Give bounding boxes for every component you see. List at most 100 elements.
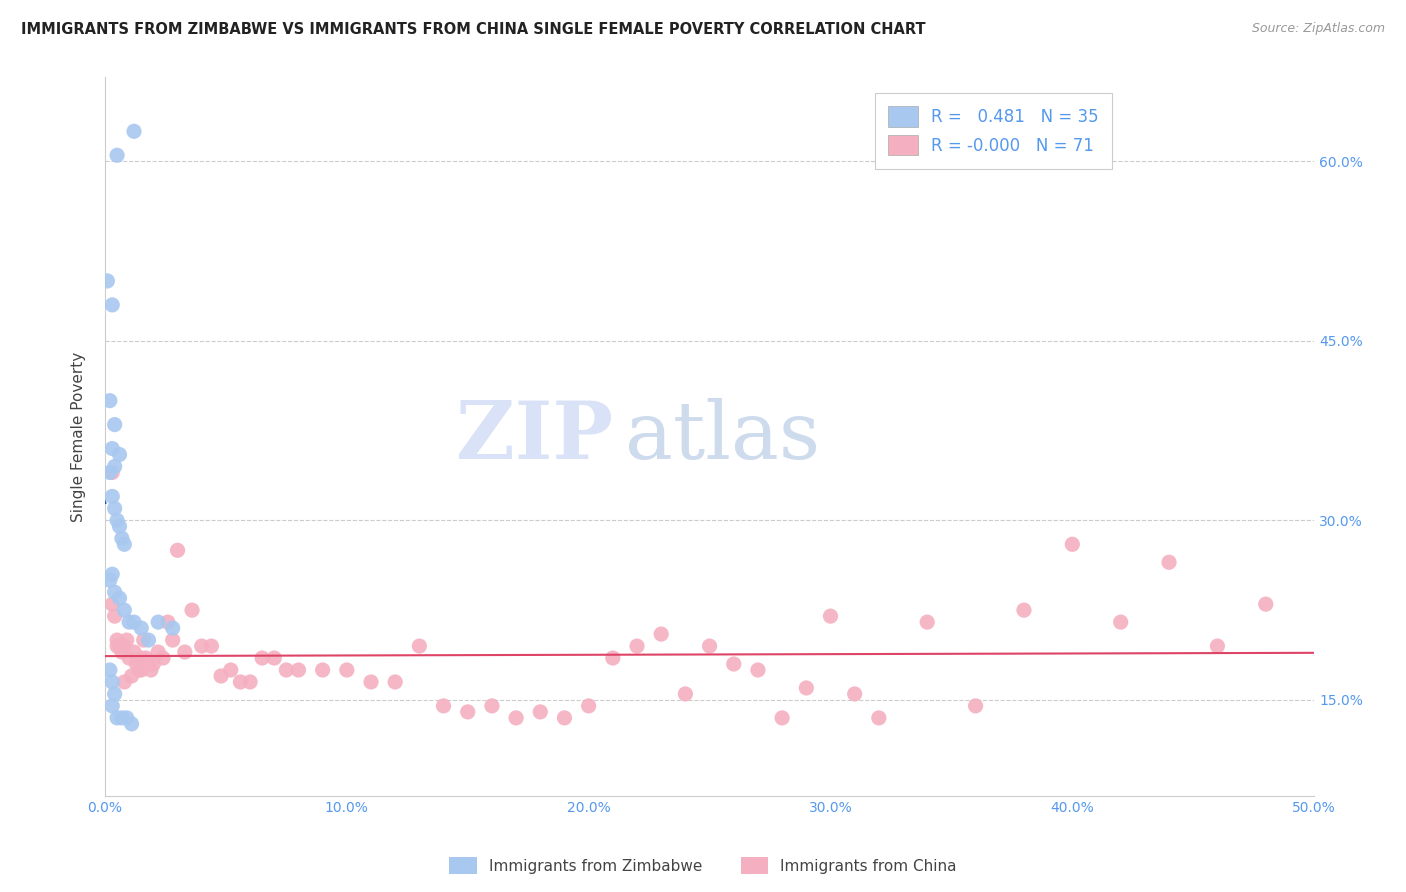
Text: ZIP: ZIP (456, 398, 613, 475)
Point (101, 675, 124, 690)
Point (101, 442, 124, 456)
Point (115, 711, 138, 725)
Point (162, 633, 184, 648)
Point (105, 148, 128, 162)
Point (673, 687, 696, 701)
Point (98, 393, 121, 408)
Point (139, 663, 162, 677)
Point (794, 681, 817, 695)
Point (96, 274, 118, 288)
Point (190, 639, 212, 653)
Point (432, 698, 454, 713)
Point (104, 501, 127, 516)
Point (129, 621, 152, 635)
Point (162, 621, 184, 635)
Point (219, 663, 242, 677)
Point (111, 532, 134, 546)
Point (132, 633, 155, 648)
Legend: R =   0.481   N = 35, R = -0.000   N = 71: R = 0.481 N = 35, R = -0.000 N = 71 (875, 93, 1112, 169)
Point (384, 675, 406, 690)
Point (129, 651, 152, 665)
Legend: Immigrants from Zimbabwe, Immigrants from China: Immigrants from Zimbabwe, Immigrants fro… (443, 851, 963, 880)
Point (1062, 537, 1084, 551)
Point (98, 573, 121, 587)
Point (112, 675, 135, 690)
Point (112, 603, 135, 617)
Point (1206, 639, 1229, 653)
Point (747, 663, 769, 677)
Point (200, 639, 222, 653)
Point (101, 466, 124, 480)
Point (181, 603, 204, 617)
Point (1254, 597, 1277, 611)
Point (250, 651, 273, 665)
Point (138, 633, 160, 648)
Point (602, 651, 624, 665)
Point (311, 663, 333, 677)
Point (135, 651, 157, 665)
Point (104, 417, 127, 432)
Text: IMMIGRANTS FROM ZIMBABWE VS IMMIGRANTS FROM CHINA SINGLE FEMALE POVERTY CORRELAT: IMMIGRANTS FROM ZIMBABWE VS IMMIGRANTS F… (21, 22, 925, 37)
Point (229, 675, 252, 690)
Text: Source: ZipAtlas.com: Source: ZipAtlas.com (1251, 22, 1385, 36)
Point (156, 615, 179, 629)
Point (104, 585, 127, 599)
Point (118, 615, 141, 629)
Point (915, 615, 938, 629)
Point (122, 615, 145, 629)
Point (239, 675, 262, 690)
Point (360, 675, 382, 690)
Point (129, 663, 152, 677)
Point (650, 627, 672, 641)
Point (98, 663, 121, 677)
Text: atlas: atlas (624, 398, 820, 475)
Point (105, 633, 128, 648)
Point (118, 651, 141, 665)
Point (166, 543, 188, 558)
Point (481, 698, 503, 713)
Point (457, 705, 479, 719)
Point (112, 639, 135, 653)
Point (108, 448, 131, 462)
Point (128, 663, 150, 677)
Point (1157, 555, 1180, 569)
Point (101, 567, 124, 582)
Point (626, 639, 648, 653)
Point (505, 711, 527, 725)
Point (408, 639, 430, 653)
Point (152, 651, 174, 665)
Point (121, 717, 143, 731)
Point (820, 609, 842, 624)
Point (529, 705, 551, 719)
Point (122, 645, 145, 659)
Point (965, 698, 987, 713)
Point (276, 663, 298, 677)
Point (1109, 615, 1132, 629)
Point (1012, 603, 1035, 617)
Point (108, 639, 131, 653)
Point (105, 711, 128, 725)
Point (101, 490, 124, 504)
Point (770, 711, 793, 725)
Point (209, 669, 232, 683)
Point (287, 663, 309, 677)
Point (125, 657, 148, 671)
Point (104, 459, 127, 474)
Point (122, 124, 145, 138)
Point (105, 639, 128, 653)
Point (173, 645, 195, 659)
Point (699, 639, 721, 653)
Point (844, 687, 866, 701)
Point (101, 298, 124, 312)
Point (104, 687, 127, 701)
Point (112, 537, 135, 551)
Point (868, 711, 890, 725)
Point (101, 698, 124, 713)
Point (105, 513, 128, 527)
Point (148, 645, 170, 659)
Point (111, 645, 134, 659)
Y-axis label: Single Female Poverty: Single Female Poverty (72, 351, 86, 522)
Point (553, 711, 575, 725)
Point (723, 657, 745, 671)
Point (111, 711, 134, 725)
